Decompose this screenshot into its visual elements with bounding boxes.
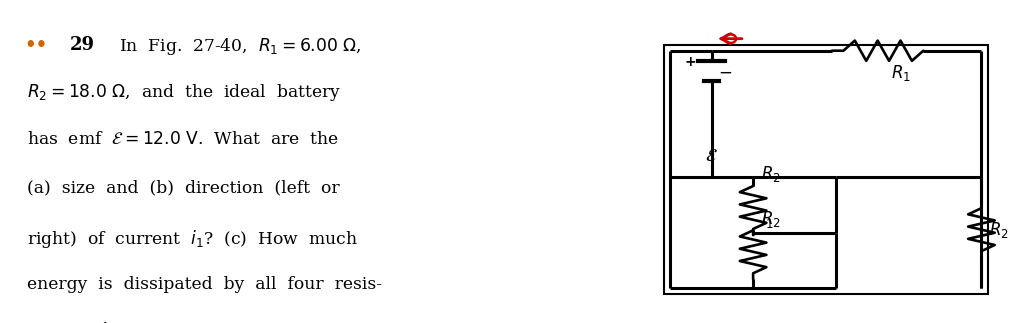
Bar [664,45,988,294]
Text: $R_2$: $R_2$ [989,220,1009,240]
Text: tors  in  1.00  min?: tors in 1.00 min? [28,322,192,323]
Text: right)  of  current  $i_1$?  (c)  How  much: right) of current $i_1$? (c) How much [28,228,358,250]
Text: In  Fig.  27-40,  $R_1 = 6.00\ \Omega$,: In Fig. 27-40, $R_1 = 6.00\ \Omega$, [119,36,362,57]
Text: has  emf  $\mathcal{E} = 12.0\ \mathrm{V}$.  What  are  the: has emf $\mathcal{E} = 12.0\ \mathrm{V}$… [28,131,339,148]
Text: $R_1$: $R_1$ [891,63,910,83]
Text: $R_2$: $R_2$ [761,164,780,184]
Text: −: − [718,64,732,82]
Text: $R_2 = 18.0\ \Omega$,  and  the  ideal  battery: $R_2 = 18.0\ \Omega$, and the ideal batt… [28,82,341,103]
Text: $\mathcal{E}$: $\mathcal{E}$ [705,147,718,165]
Text: $i_1$: $i_1$ [761,209,774,230]
Text: 29: 29 [70,36,95,54]
Text: $R_2$: $R_2$ [761,209,780,229]
Text: +: + [685,56,696,69]
Text: energy  is  dissipated  by  all  four  resis-: energy is dissipated by all four resis- [28,276,382,293]
Text: (a)  size  and  (b)  direction  (left  or: (a) size and (b) direction (left or [28,179,340,196]
Text: ••: •• [25,36,47,54]
